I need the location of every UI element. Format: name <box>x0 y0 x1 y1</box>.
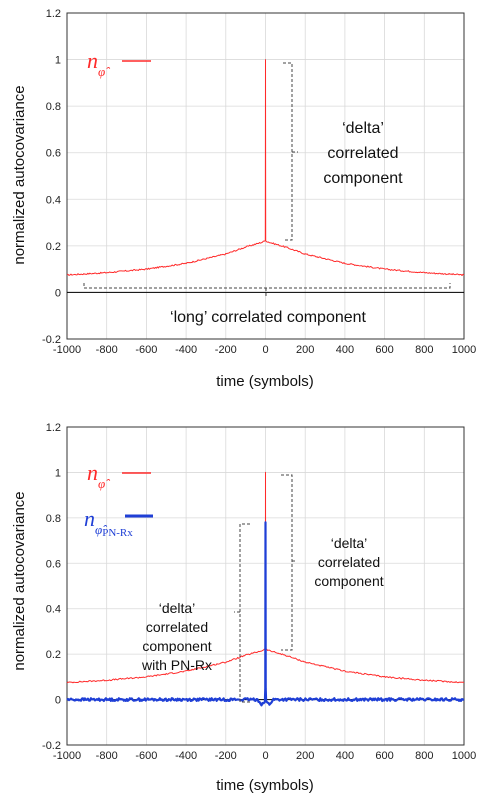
bottom-ytick-label: 1.2 <box>46 422 61 434</box>
top-delta-line-3: component <box>323 170 403 187</box>
bottom-delta-line-2: correlated <box>318 554 380 570</box>
bottom-legend-symbol-2: nφ̂PN-Rx <box>84 506 133 539</box>
top-ytick-label: 0 <box>55 287 61 299</box>
top-delta-line-1: ‘delta’ <box>342 120 384 137</box>
bottom-ytick-label: 1 <box>55 467 61 479</box>
bottom-series-line-2 <box>66 521 465 707</box>
top-xtick-label: 1000 <box>452 344 476 356</box>
bottom-delta-pnrx-line-2: correlated <box>146 619 208 635</box>
top-xtick-label: -400 <box>175 344 197 356</box>
top-chart-ylabel: normalized autocovariance <box>11 85 28 264</box>
bottom-chart-tick-labels: -1000 -800 -600 -400 -200 0 200 400 600 800 1000 -0… <box>42 422 476 762</box>
top-xtick-label: 800 <box>415 344 433 356</box>
bottom-ytick-label: 0.8 <box>46 513 61 525</box>
top-ytick-label: 0.4 <box>46 194 61 206</box>
bottom-legend-base-1: n <box>87 460 98 485</box>
bottom-legend-sub-1: φ̂ <box>98 476 110 491</box>
top-chart-tick-labels: -1000 -800 -600 -400 -200 0 200 400 600 800 1000 -0… <box>42 8 476 356</box>
top-ytick-label: 0.8 <box>46 101 61 113</box>
bottom-delta-bracket <box>281 474 297 651</box>
top-long-bracket <box>83 283 451 296</box>
top-xtick-label: 200 <box>296 344 314 356</box>
bottom-xtick-label: -400 <box>175 750 197 762</box>
top-xtick-label: -1000 <box>53 344 81 356</box>
bottom-xtick-label: 0 <box>262 750 268 762</box>
top-chart-frame <box>66 12 465 340</box>
top-series-line-1 <box>66 59 465 276</box>
top-xtick-label: 600 <box>375 344 393 356</box>
top-xtick-label: -200 <box>215 344 237 356</box>
bottom-xtick-label: -800 <box>96 750 118 762</box>
bottom-xtick-label: -1000 <box>53 750 81 762</box>
bottom-delta-pnrx-line-1: ‘delta’ <box>159 600 196 616</box>
top-xtick-label: -800 <box>96 344 118 356</box>
bottom-ytick-label: 0.2 <box>46 649 61 661</box>
bottom-legend: nφ̂ nφ̂PN-Rx <box>84 460 153 539</box>
top-delta-annotation: ‘delta’ correlated component <box>323 120 403 187</box>
bottom-chart-series <box>66 471 465 707</box>
bottom-legend-sub2-2: PN-Rx <box>102 527 133 539</box>
bottom-delta-pnrx-bracket <box>234 523 250 703</box>
bottom-xtick-label: 600 <box>375 750 393 762</box>
bottom-series-line-1 <box>66 471 465 684</box>
top-ytick-label: -0.2 <box>42 334 61 346</box>
bottom-delta-pnrx-line-3: component <box>142 638 211 654</box>
top-legend-base: n <box>87 48 98 73</box>
bottom-delta-annotation: ‘delta’ correlated component <box>314 535 383 589</box>
top-delta-line-2: correlated <box>327 145 398 162</box>
bottom-chart-frame <box>66 426 465 746</box>
top-legend-sub: φ̂ <box>98 64 110 79</box>
top-xtick-label: -600 <box>135 344 157 356</box>
bottom-delta-pnrx-line-4: with PN-Rx <box>141 657 212 673</box>
bottom-legend-base-2: n <box>84 506 95 531</box>
bottom-delta-pnrx-annotation: ‘delta’ correlated component with PN-Rx <box>141 600 212 673</box>
top-long-annotation: ‘long’ correlated component <box>170 309 367 326</box>
top-delta-bracket <box>283 62 298 241</box>
bottom-xtick-label: -600 <box>135 750 157 762</box>
bottom-xtick-label: 1000 <box>452 750 476 762</box>
bottom-ytick-label: 0.6 <box>46 558 61 570</box>
top-ytick-label: 0.2 <box>46 241 61 253</box>
bottom-ytick-label: 0.4 <box>46 604 61 616</box>
top-xtick-label: 400 <box>336 344 354 356</box>
bottom-chart-xlabel: time (symbols) <box>216 777 314 794</box>
top-chart-series <box>66 59 465 276</box>
bottom-xtick-label: 400 <box>336 750 354 762</box>
bottom-xtick-label: -200 <box>215 750 237 762</box>
bottom-chart-panel: -1000 -800 -600 -400 -200 0 200 400 600 800 1000 -0… <box>11 422 476 794</box>
bottom-delta-line-1: ‘delta’ <box>331 535 368 551</box>
top-ytick-label: 1 <box>55 55 61 67</box>
bottom-chart-ylabel: normalized autocovariance <box>11 491 28 670</box>
top-xtick-label: 0 <box>262 344 268 356</box>
bottom-ytick-label: -0.2 <box>42 740 61 752</box>
top-chart-panel: -1000 -800 -600 -400 -200 0 200 400 600 800 1000 -0… <box>11 8 476 390</box>
top-ytick-label: 1.2 <box>46 8 61 20</box>
top-legend: nφ̂ <box>87 48 151 79</box>
bottom-xtick-label: 800 <box>415 750 433 762</box>
bottom-ytick-label: 0 <box>55 695 61 707</box>
top-ytick-label: 0.6 <box>46 148 61 160</box>
top-chart-xlabel: time (symbols) <box>216 373 314 390</box>
bottom-delta-line-3: component <box>314 573 383 589</box>
bottom-xtick-label: 200 <box>296 750 314 762</box>
